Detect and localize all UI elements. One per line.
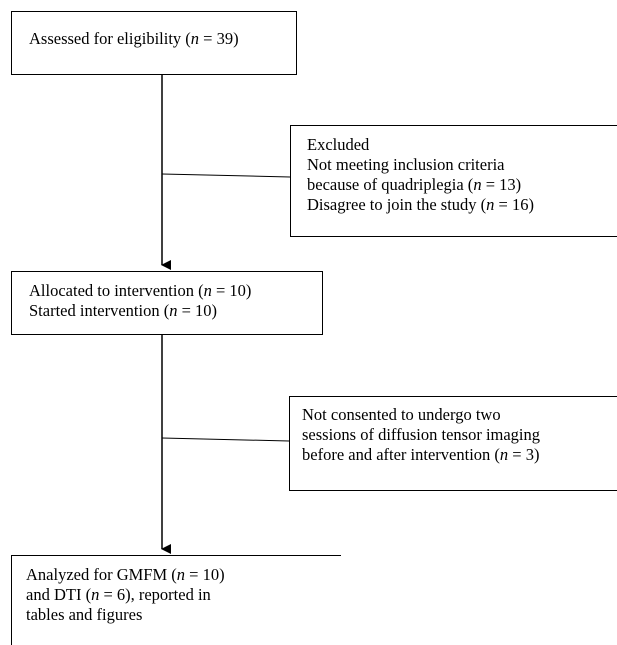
box-line: Analyzed for GMFM (n = 10) (26, 565, 341, 585)
box-not-consented: Not consented to undergo two sessions of… (289, 396, 617, 491)
box-line: Allocated to intervention (n = 10) (29, 281, 322, 301)
text-segment: = 13) (481, 175, 522, 194)
text-segment: because of quadriplegia ( (307, 175, 474, 194)
italic-n: n (190, 29, 200, 48)
text-segment: Allocated to intervention ( (29, 281, 204, 300)
text-segment: = 39) (199, 29, 239, 48)
text-segment: Disagree to join the study ( (307, 195, 487, 214)
text-segment: and DTI ( (26, 585, 92, 604)
italic-n: n (486, 195, 495, 214)
text-segment: Not consented to undergo two (302, 405, 501, 424)
box-line: Disagree to join the study (n = 16) (307, 195, 617, 215)
box-line: Not meeting inclusion criteria (307, 155, 617, 175)
text-segment: Not meeting inclusion criteria (307, 155, 505, 174)
text-segment: = 3) (508, 445, 540, 464)
box-line: Started intervention (n = 10) (29, 301, 322, 321)
text-segment: tables and figures (26, 605, 143, 624)
text-segment: sessions of diffusion tensor imaging (302, 425, 541, 444)
text-segment: = 6), reported in (99, 585, 211, 604)
box-excluded: Excluded Not meeting inclusion criteria … (290, 125, 617, 237)
box-line: sessions of diffusion tensor imaging (302, 425, 617, 445)
text-segment: before and after intervention ( (302, 445, 500, 464)
italic-n: n (473, 175, 482, 194)
box-line: because of quadriplegia (n = 13) (307, 175, 617, 195)
text-segment: = 10) (185, 565, 225, 584)
box-line: Assessed for eligibility (n = 39) (29, 29, 296, 49)
box-line: Not consented to undergo two (302, 405, 617, 425)
text-segment: = 10) (211, 281, 252, 300)
box-analyzed: Analyzed for GMFM (n = 10) and DTI (n = … (11, 555, 341, 645)
box-line: Excluded (307, 135, 617, 155)
box-line: tables and figures (26, 605, 341, 625)
box-assessed-eligibility: Assessed for eligibility (n = 39) (11, 11, 297, 75)
branch-line-excluded (161, 173, 291, 178)
box-allocated-intervention: Allocated to intervention (n = 10) Start… (11, 271, 323, 335)
text-segment: Excluded (307, 135, 370, 154)
italic-n: n (499, 445, 509, 464)
text-segment: = 16) (494, 195, 534, 214)
branch-line-not-consented (161, 437, 290, 442)
text-segment: = 10) (177, 301, 218, 320)
text-segment: Started intervention ( (29, 301, 170, 320)
italic-n: n (169, 301, 178, 320)
text-segment: Assessed for eligibility ( (29, 29, 191, 48)
box-line: and DTI (n = 6), reported in (26, 585, 341, 605)
text-segment: Analyzed for GMFM ( (26, 565, 177, 584)
italic-n: n (91, 585, 100, 604)
italic-n: n (203, 281, 212, 300)
italic-n: n (176, 565, 186, 584)
box-line: before and after intervention (n = 3) (302, 445, 617, 465)
